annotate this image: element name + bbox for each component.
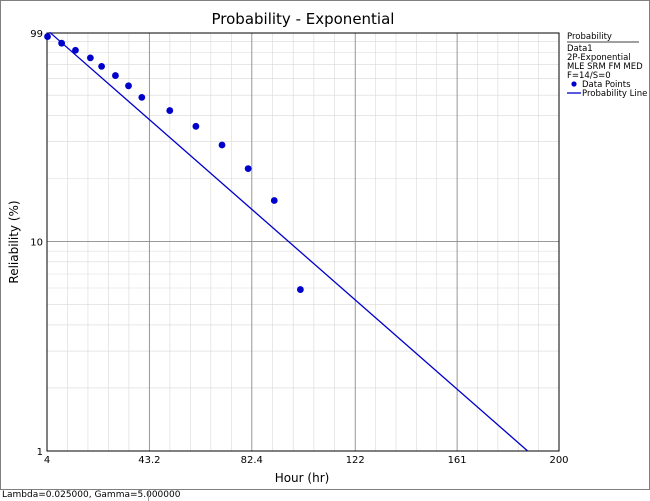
legend-line-1: Data1 [567,44,593,54]
data-point [218,141,226,149]
chart-frame: Probability - Exponential 4 43.2 82.4 122 16… [0,0,650,490]
data-point [125,82,132,90]
plot-border [46,32,560,452]
legend-probability-line-label: Probability Line [582,89,647,99]
x-tick-label: 4 [44,455,50,466]
data-point [166,107,174,114]
y-axis-ticks: 99 10 1 [30,29,43,458]
legend-line-3: MLE SRM FM MED [567,62,643,72]
legend-data-points-label: Data Points [582,80,631,90]
legend-line-4: F=14/S=0 [567,71,611,81]
data-point [98,62,105,70]
y-tick-label: 99 [30,29,43,40]
probability-line [49,31,529,452]
data-point [296,286,304,293]
legend-header: Probability [567,32,612,42]
legend-data-points-marker [571,81,577,87]
chart-title: Probability - Exponential [212,10,395,28]
data-point [138,93,146,101]
legend-line-2: 2P-Exponential [567,53,631,63]
x-tick-label: 161 [448,455,467,466]
x-tick-label: 200 [549,455,568,466]
x-tick-label: 122 [346,455,365,466]
data-point [86,54,94,62]
probability-plot: Probability - Exponential 4 43.2 82.4 122 16… [7,10,647,485]
data-point [192,122,200,130]
major-grid [47,33,559,451]
y-tick-label: 10 [30,238,43,249]
plot-area [47,33,559,451]
series-layer [44,31,529,452]
status-bar-text: Lambda=0.025000, Gamma=5.000000 [2,490,181,500]
y-axis-title: Reliability (%) [7,200,21,283]
data-point [270,197,278,204]
x-tick-label: 82.4 [241,455,263,466]
x-axis-title: Hour (hr) [275,471,330,485]
y-tick-label: 1 [37,447,43,458]
data-point [58,39,66,47]
status-bar-separator [148,489,149,501]
data-point [72,46,79,54]
x-axis-ticks: 4 43.2 82.4 122 161 200 [44,455,569,466]
data-point [44,33,51,40]
legend: Probability Data1 2P-Exponential MLE SRM… [567,32,647,99]
data-point [112,72,119,79]
data-point [244,165,252,172]
x-tick-label: 43.2 [138,455,160,466]
